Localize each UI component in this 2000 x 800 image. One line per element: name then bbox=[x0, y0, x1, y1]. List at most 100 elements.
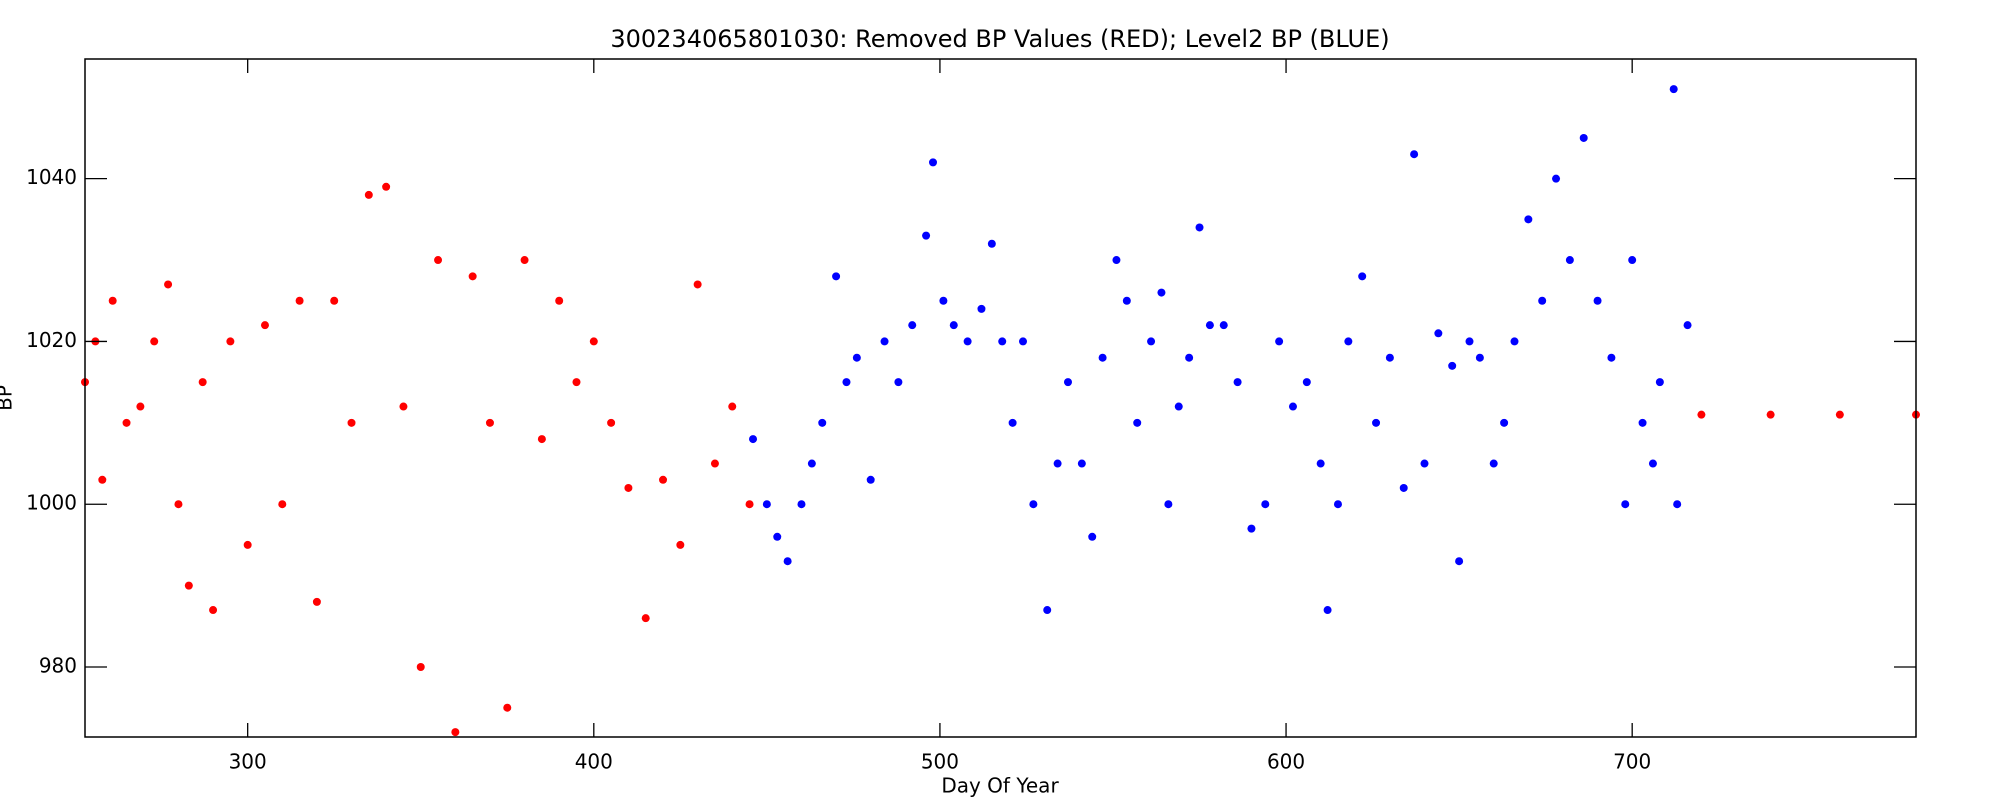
point bbox=[1275, 337, 1284, 346]
point bbox=[1008, 418, 1017, 427]
y-tick-label: 1020 bbox=[26, 328, 77, 352]
point bbox=[98, 475, 107, 484]
x-tick-label: 600 bbox=[1267, 750, 1305, 774]
point bbox=[1385, 353, 1394, 362]
point bbox=[1420, 459, 1429, 468]
point bbox=[749, 435, 758, 444]
point bbox=[929, 158, 938, 167]
point bbox=[347, 418, 356, 427]
y-tick-label: 1040 bbox=[26, 165, 77, 189]
point bbox=[209, 606, 218, 615]
point bbox=[198, 378, 207, 387]
point bbox=[295, 296, 304, 305]
point bbox=[1669, 85, 1678, 94]
point bbox=[1316, 459, 1325, 468]
point bbox=[1122, 296, 1131, 305]
point bbox=[1302, 378, 1311, 387]
point bbox=[1434, 329, 1443, 338]
point bbox=[399, 402, 408, 411]
point bbox=[1465, 337, 1474, 346]
point bbox=[1565, 256, 1574, 265]
point bbox=[773, 532, 782, 541]
point bbox=[589, 337, 598, 346]
point bbox=[624, 483, 633, 492]
point bbox=[416, 663, 425, 672]
point bbox=[1552, 174, 1561, 183]
point bbox=[1621, 500, 1630, 509]
point bbox=[1579, 133, 1588, 142]
point bbox=[1593, 296, 1602, 305]
point bbox=[1185, 353, 1194, 362]
point bbox=[894, 378, 903, 387]
point bbox=[278, 500, 287, 509]
x-tick-label: 300 bbox=[229, 750, 267, 774]
point bbox=[1195, 223, 1204, 232]
point bbox=[537, 435, 546, 444]
point bbox=[1233, 378, 1242, 387]
point bbox=[312, 597, 321, 606]
point bbox=[693, 280, 702, 289]
point bbox=[762, 500, 771, 509]
point bbox=[963, 337, 972, 346]
point bbox=[922, 231, 931, 240]
point bbox=[745, 500, 754, 509]
point bbox=[1538, 296, 1547, 305]
point bbox=[908, 321, 917, 330]
point bbox=[818, 418, 827, 427]
point bbox=[832, 272, 841, 281]
point bbox=[1219, 321, 1228, 330]
point bbox=[1455, 557, 1464, 566]
point bbox=[1018, 337, 1027, 346]
point bbox=[1344, 337, 1353, 346]
point bbox=[468, 272, 477, 281]
point bbox=[260, 321, 269, 330]
point bbox=[797, 500, 806, 509]
point bbox=[520, 256, 529, 265]
point bbox=[852, 353, 861, 362]
point bbox=[1088, 532, 1097, 541]
point bbox=[1524, 215, 1533, 224]
point bbox=[1648, 459, 1657, 468]
point bbox=[150, 337, 159, 346]
point bbox=[880, 337, 889, 346]
point bbox=[987, 239, 996, 248]
point bbox=[710, 459, 719, 468]
point bbox=[122, 418, 131, 427]
point bbox=[451, 728, 460, 737]
point bbox=[1489, 459, 1498, 468]
point bbox=[607, 418, 616, 427]
point bbox=[164, 280, 173, 289]
point bbox=[108, 296, 117, 305]
point bbox=[382, 182, 391, 191]
point bbox=[1063, 378, 1072, 387]
point bbox=[1174, 402, 1183, 411]
point bbox=[1766, 410, 1775, 419]
point bbox=[1053, 459, 1062, 468]
point bbox=[1205, 321, 1214, 330]
point bbox=[1333, 500, 1342, 509]
chart-title: 300234065801030: Removed BP Values (RED)… bbox=[610, 25, 1389, 53]
point bbox=[485, 418, 494, 427]
point bbox=[1157, 288, 1166, 297]
point bbox=[174, 500, 183, 509]
point bbox=[939, 296, 948, 305]
point bbox=[1288, 402, 1297, 411]
point bbox=[1638, 418, 1647, 427]
point bbox=[783, 557, 792, 566]
plot-area bbox=[81, 85, 1920, 737]
point bbox=[1164, 500, 1173, 509]
point bbox=[572, 378, 581, 387]
point bbox=[1029, 500, 1038, 509]
point bbox=[1835, 410, 1844, 419]
point bbox=[1133, 418, 1142, 427]
point bbox=[1372, 418, 1381, 427]
point bbox=[1043, 606, 1052, 615]
point bbox=[243, 540, 252, 549]
y-tick-label: 1000 bbox=[26, 491, 77, 515]
point bbox=[676, 540, 685, 549]
x-tick-label: 500 bbox=[921, 750, 959, 774]
point bbox=[842, 378, 851, 387]
point bbox=[1607, 353, 1616, 362]
y-tick-label: 980 bbox=[39, 654, 77, 678]
x-axis-label: Day Of Year bbox=[941, 774, 1059, 798]
